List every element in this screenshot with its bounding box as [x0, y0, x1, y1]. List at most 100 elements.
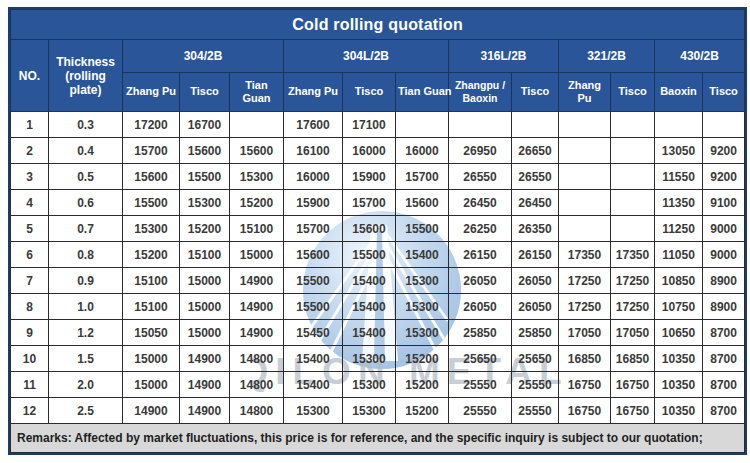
price-cell: 10350 — [655, 372, 703, 398]
price-cell: 15100 — [180, 242, 230, 268]
price-cell: 17350 — [559, 242, 611, 268]
price-cell: 15100 — [123, 268, 180, 294]
price-cell: 25550 — [512, 398, 559, 424]
price-cell: 15200 — [396, 372, 449, 398]
price-cell: 15000 — [123, 372, 180, 398]
row-number-cell: 9 — [11, 320, 49, 346]
sheet-frame: QILON METAL Cold rolling quotation NO. T… — [8, 7, 747, 455]
thickness-cell: 0.6 — [49, 190, 123, 216]
price-cell: 8900 — [703, 294, 745, 320]
title-row: Cold rolling quotation — [11, 10, 745, 40]
price-cell: 15300 — [343, 398, 396, 424]
table-row: 60.8152001510015000156001550015400261502… — [11, 242, 745, 268]
price-cell: 16000 — [343, 138, 396, 164]
price-cell: 16750 — [559, 398, 611, 424]
row-number-cell: 8 — [11, 294, 49, 320]
price-cell: 10750 — [655, 294, 703, 320]
price-cell: 15000 — [180, 294, 230, 320]
price-cell: 17050 — [611, 320, 655, 346]
price-cell: 15300 — [396, 294, 449, 320]
price-cell: 15700 — [284, 216, 343, 242]
sub-header-304l-tianguan: Tian Guan — [396, 73, 449, 112]
table-row: 91.2150501500014900154501540015300258502… — [11, 320, 745, 346]
price-cell: 15600 — [180, 138, 230, 164]
price-cell: 26550 — [449, 164, 512, 190]
price-cell: 26150 — [449, 242, 512, 268]
price-cell: 15500 — [180, 164, 230, 190]
price-cell: 8700 — [703, 398, 745, 424]
remarks-row: Remarks: Affected by market fluctuations… — [11, 424, 745, 453]
price-cell — [559, 138, 611, 164]
price-cell — [449, 112, 512, 138]
price-cell: 14900 — [180, 398, 230, 424]
price-cell: 15000 — [230, 242, 284, 268]
price-cell: 15600 — [123, 164, 180, 190]
sub-header-304l-tisco: Tisco — [343, 73, 396, 112]
price-cell: 15400 — [343, 268, 396, 294]
price-cell: 15100 — [123, 294, 180, 320]
price-cell: 25650 — [512, 346, 559, 372]
price-cell: 17250 — [559, 268, 611, 294]
price-cell — [611, 164, 655, 190]
sub-header-321-zhangpu: Zhang Pu — [559, 73, 611, 112]
sub-header-316l-tisco: Tisco — [512, 73, 559, 112]
price-cell: 9100 — [703, 190, 745, 216]
quotation-table: Cold rolling quotation NO. Thickness (ro… — [10, 9, 745, 453]
thickness-cell: 0.9 — [49, 268, 123, 294]
price-cell — [703, 112, 745, 138]
thickness-cell: 1.2 — [49, 320, 123, 346]
sub-header-304-tianguan: Tian Guan — [230, 73, 284, 112]
price-cell: 9200 — [703, 138, 745, 164]
price-cell: 15500 — [396, 216, 449, 242]
price-cell: 15450 — [284, 320, 343, 346]
price-cell: 11550 — [655, 164, 703, 190]
price-cell: 15500 — [123, 190, 180, 216]
price-cell: 16000 — [284, 164, 343, 190]
price-cell: 9200 — [703, 164, 745, 190]
table-body: 10.31720016700176001710020.4157001560015… — [11, 112, 745, 424]
table-row: 101.515000149001480015400153001520025650… — [11, 346, 745, 372]
price-cell — [611, 112, 655, 138]
price-cell: 26350 — [512, 216, 559, 242]
price-cell: 16700 — [180, 112, 230, 138]
table-row: 10.317200167001760017100 — [11, 112, 745, 138]
sub-header-430-tisco: Tisco — [703, 73, 745, 112]
group-header-316l-2b: 316L/2B — [449, 40, 559, 73]
price-cell: 15700 — [343, 190, 396, 216]
group-header-304-2b: 304/2B — [123, 40, 284, 73]
price-cell: 15300 — [180, 190, 230, 216]
row-number-cell: 6 — [11, 242, 49, 268]
quotation-sheet: QILON METAL Cold rolling quotation NO. T… — [8, 7, 747, 455]
sub-header-321-tisco: Tisco — [611, 73, 655, 112]
price-cell: 26450 — [449, 190, 512, 216]
price-cell: 11250 — [655, 216, 703, 242]
thickness-cell: 2.5 — [49, 398, 123, 424]
price-cell: 25850 — [449, 320, 512, 346]
price-cell: 15000 — [180, 268, 230, 294]
price-cell: 17250 — [611, 268, 655, 294]
price-cell: 17350 — [611, 242, 655, 268]
price-cell: 17250 — [559, 294, 611, 320]
table-row: 122.514900149001480015300153001520025550… — [11, 398, 745, 424]
price-cell: 14900 — [123, 398, 180, 424]
price-cell: 15900 — [284, 190, 343, 216]
price-cell: 15000 — [180, 320, 230, 346]
page: { "title": "Cold rolling quotation", "he… — [0, 0, 750, 463]
price-cell: 15600 — [284, 242, 343, 268]
table-footer: Remarks: Affected by market fluctuations… — [11, 424, 745, 453]
price-cell: 14900 — [180, 346, 230, 372]
price-cell: 17100 — [343, 112, 396, 138]
group-header-321-2b: 321/2B — [559, 40, 655, 73]
group-header-304l-2b: 304L/2B — [284, 40, 449, 73]
remarks-text: Remarks: Affected by market fluctuations… — [11, 424, 745, 453]
price-cell: 14900 — [180, 372, 230, 398]
row-number-cell: 1 — [11, 112, 49, 138]
price-cell: 14800 — [230, 398, 284, 424]
thickness-cell: 0.7 — [49, 216, 123, 242]
price-cell: 15300 — [284, 398, 343, 424]
price-cell: 17250 — [611, 294, 655, 320]
price-cell: 11050 — [655, 242, 703, 268]
price-cell: 14900 — [230, 294, 284, 320]
price-cell — [559, 112, 611, 138]
price-cell: 8900 — [703, 268, 745, 294]
